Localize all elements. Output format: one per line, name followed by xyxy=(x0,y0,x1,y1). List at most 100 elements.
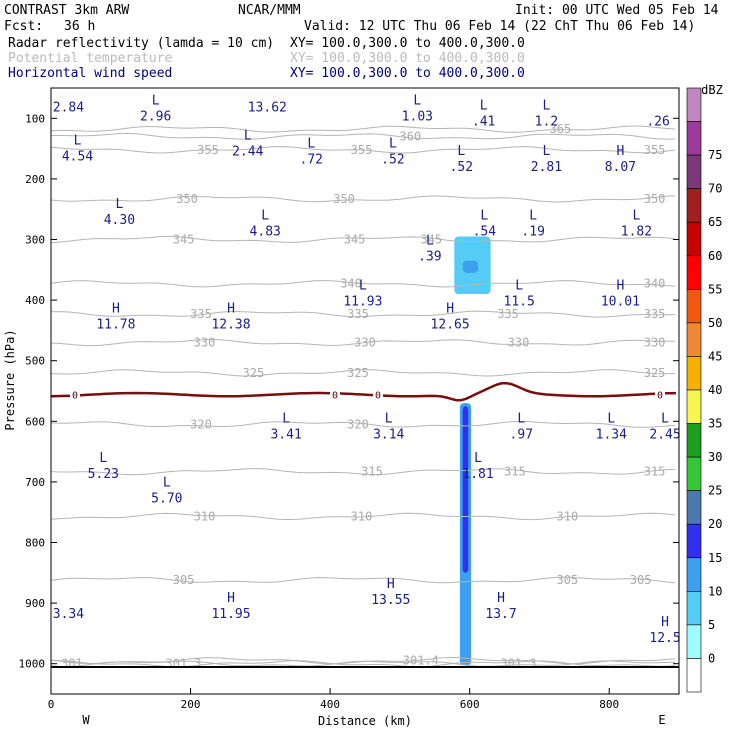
reflectivity-layer xyxy=(454,236,491,666)
x-end-east: E xyxy=(658,713,665,727)
freezing-label-bg-0 xyxy=(70,388,80,400)
theta-line-310-11 xyxy=(50,512,676,521)
colorbar-swatch-17 xyxy=(686,658,702,693)
wind-extrema-type-3: L xyxy=(413,93,421,108)
wind-extrema-type-9: L xyxy=(307,137,315,152)
org-label: NCAR/MMM xyxy=(238,3,301,18)
header: CONTRAST 3km ARW NCAR/MMM Init: 00 UTC W… xyxy=(4,3,719,81)
wind-extrema-value-0: 2.84 xyxy=(53,100,84,115)
theta-label-11-1: 310 xyxy=(351,509,373,523)
wind-extrema-value-20: 11.78 xyxy=(96,317,135,332)
wind-extrema-value-22: 12.38 xyxy=(211,317,250,332)
wind-extrema-type-4: L xyxy=(480,98,488,113)
y-tick-label-2: 300 xyxy=(25,234,45,247)
theta-label-1-0: 360 xyxy=(400,129,422,143)
colorbar-tick-9: 45 xyxy=(708,349,722,363)
wind-extrema-value-10: .52 xyxy=(381,153,404,168)
fcst-label: Fcst: xyxy=(4,19,43,34)
wind-extrema-type-31: L xyxy=(99,451,107,466)
colorbar-swatch-2 xyxy=(686,154,702,189)
wind-extrema-type-22: H xyxy=(227,301,235,316)
theta-label-13-0: 301.3 xyxy=(166,657,202,671)
theta-label-12-1: 305 xyxy=(557,573,579,587)
wind-extrema-type-24: L xyxy=(515,278,523,293)
wind-extrema-type-14: L xyxy=(115,197,123,212)
theta-line-301-15 xyxy=(50,660,675,668)
wind-extrema-value-36: 13.55 xyxy=(371,593,410,608)
reflectivity-cell-1 xyxy=(462,260,479,273)
colorbar-tick-7: 35 xyxy=(708,417,722,431)
theta-label-12-0: 305 xyxy=(173,573,195,587)
wind-extrema-value-34: 3.34 xyxy=(53,607,84,622)
freezing-label-bg-3 xyxy=(655,388,665,400)
wind-extrema-type-18: L xyxy=(529,209,537,224)
wind-extrema-type-21: L xyxy=(359,278,367,293)
wind-extrema-type-10: L xyxy=(389,137,397,152)
wind-extrema-value-38: 12.5 xyxy=(649,631,680,646)
colorbar-swatch-15 xyxy=(686,591,702,626)
colorbar-swatch-4 xyxy=(686,221,702,257)
wind-extrema-value-14: 4.30 xyxy=(104,213,135,228)
theta-label-15-0: 301 xyxy=(61,657,83,671)
y-tick-label-1: 200 xyxy=(25,173,45,186)
wind-extrema-type-5: L xyxy=(543,98,551,113)
theta-line-345-4 xyxy=(50,236,676,244)
wind-extrema-type-32: L xyxy=(474,451,482,466)
y-tick-label-5: 600 xyxy=(25,415,45,428)
wind-extrema-value-5: 1.2 xyxy=(535,114,558,129)
wind-extrema-type-37: H xyxy=(497,591,505,606)
theta-label-8-0: 325 xyxy=(243,366,265,380)
wind-extrema-type-33: L xyxy=(163,475,171,490)
colorbar-tick-12: 60 xyxy=(708,249,722,263)
colorbar-tick-1: 5 xyxy=(708,618,715,632)
wind-extrema-type-7: L xyxy=(74,133,82,148)
wind-extrema-value-9: .72 xyxy=(300,153,323,168)
theta-label-3-2: 350 xyxy=(644,192,666,206)
theta-line-365-0 xyxy=(50,125,676,133)
wind-extrema-value-4: .41 xyxy=(472,114,495,129)
theta-label-3-0: 350 xyxy=(176,192,198,206)
theta-line-360-1 xyxy=(50,133,676,140)
freezing-label-0: 0 xyxy=(72,391,78,402)
valid-time: Valid: 12 UTC Thu 06 Feb 14 (22 ChT Thu … xyxy=(304,19,695,34)
colorbar-tick-11: 55 xyxy=(708,282,722,296)
wind-extrema-value-24: 11.5 xyxy=(504,294,535,309)
colorbar-swatch-11 xyxy=(686,456,702,491)
freezing-label-bg-1 xyxy=(330,388,340,400)
colorbar-tick-4: 20 xyxy=(708,517,722,531)
theta-label-14-0: 301.4 xyxy=(403,654,439,668)
colorbar-swatch-16 xyxy=(686,624,702,659)
wind-extrema-type-19: L xyxy=(633,209,641,224)
wind-extrema-value-13: 8.07 xyxy=(605,160,636,175)
wind-extrema-value-31: 5.23 xyxy=(88,467,119,482)
theta-label-5-0: 340 xyxy=(340,277,362,291)
wind-extrema-type-27: L xyxy=(385,412,393,427)
freezing-level-line xyxy=(50,381,677,402)
y-axis-label: Pressure (hPa) xyxy=(3,329,17,430)
colorbar-swatch-5 xyxy=(686,255,702,290)
theta-label-3-1: 350 xyxy=(333,192,355,206)
y-tick-label-4: 500 xyxy=(25,355,45,368)
theta-label-0-0: 365 xyxy=(550,122,572,136)
x-tick-label-4: 800 xyxy=(599,698,619,711)
theta-label-8-2: 325 xyxy=(644,366,666,380)
colorbar-tick-8: 40 xyxy=(708,383,722,397)
y-tick-label-6: 700 xyxy=(25,476,45,489)
theta-line-330-7 xyxy=(50,338,676,347)
field-reflectivity-name: Radar reflectivity (lamda = 10 cm) xyxy=(8,36,274,51)
colorbar-swatch-8 xyxy=(686,356,702,391)
freezing-label-3: 0 xyxy=(657,391,663,402)
axes: 0 200 400 600 800 100 200 300 400 500 600 700 800 900… xyxy=(19,112,679,711)
plot-area: 365 360 355 355 355 350 350 350 345 345 345 340 340 3… xyxy=(50,87,681,695)
wind-extrema-value-18: .19 xyxy=(521,225,544,240)
colorbar-swatch-10 xyxy=(686,423,702,458)
y-tick-label-3: 400 xyxy=(25,294,45,307)
wind-extrema-type-29: L xyxy=(607,412,615,427)
wind-extrema-type-1: L xyxy=(152,93,160,108)
wind-extrema-type-11: L xyxy=(457,144,465,159)
wind-extrema-value-6: .26 xyxy=(646,114,669,129)
x-end-west: W xyxy=(82,713,90,727)
x-tick-label-1: 200 xyxy=(181,698,201,711)
wind-extrema-value-35: 11.95 xyxy=(211,607,250,622)
